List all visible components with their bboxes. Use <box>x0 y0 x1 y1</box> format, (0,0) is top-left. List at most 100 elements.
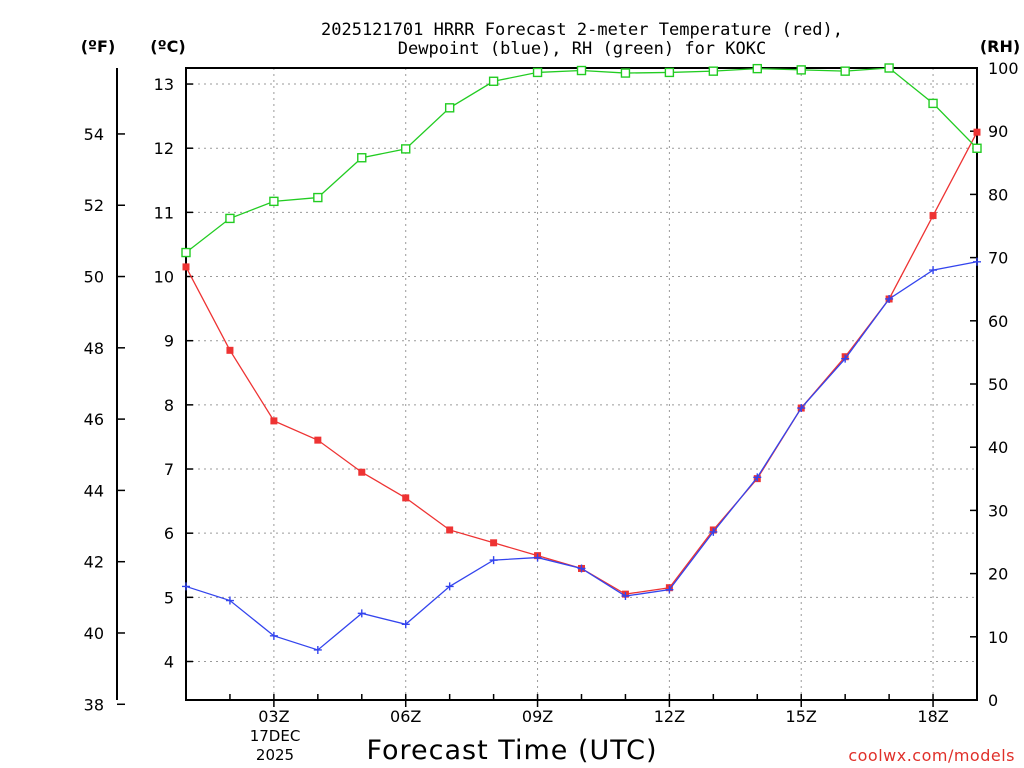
x-tick-label: 12Z <box>654 707 685 726</box>
2-meter-temperature-point <box>314 436 322 444</box>
celsius-tick-label: 7 <box>164 460 174 479</box>
rh-tick-label: 100 <box>988 59 1019 78</box>
2-meter-temperature-point <box>490 539 498 547</box>
relative-humidity-point <box>269 196 279 207</box>
grid-lines <box>186 68 977 700</box>
dewpoint-point <box>841 354 850 363</box>
dewpoint-point <box>753 473 762 482</box>
2-meter-temperature-point <box>270 417 278 425</box>
celsius-tick-label: 12 <box>154 139 174 158</box>
2-meter-temperature-point <box>973 128 981 136</box>
rh-tick-label: 90 <box>988 122 1008 141</box>
dewpoint-point <box>797 404 806 413</box>
celsius-tick-label: 11 <box>154 203 174 222</box>
celsius-tick-label: 9 <box>164 332 174 351</box>
dewpoint-point <box>401 620 410 629</box>
relative-humidity-point <box>532 67 543 78</box>
fahrenheit-tick-label: 44 <box>84 481 104 500</box>
x-axis-title: Forecast Time (UTC) <box>366 735 657 766</box>
dewpoint-point <box>709 527 718 536</box>
relative-humidity-point <box>444 103 455 113</box>
celsius-tick-label: 10 <box>154 268 174 287</box>
relative-humidity-point <box>357 153 367 163</box>
watermark: coolwx.com/models <box>848 746 1015 765</box>
dewpoint-point <box>182 582 190 591</box>
tick-labels: 38 40 42 44 46 48 50 52 54 4 5 6 7 8 9 10 11 12 13 0 10 20 30 4… <box>84 59 1019 726</box>
relative-humidity-point <box>225 213 235 224</box>
rh-tick-label: 50 <box>988 375 1008 394</box>
2-meter-temperature-line <box>185 131 978 595</box>
2-meter-temperature-point <box>226 346 234 354</box>
dewpoint-series <box>182 257 981 654</box>
fahrenheit-tick-label: 40 <box>84 624 104 643</box>
fahrenheit-tick-label: 50 <box>84 268 104 287</box>
relative-humidity-point <box>796 65 806 75</box>
celsius-tick-label: 6 <box>164 524 174 543</box>
celsius-tick-label: 5 <box>164 588 174 607</box>
plot-frame <box>185 67 978 701</box>
2-meter-temperature-point <box>929 212 937 220</box>
relative-humidity-point <box>401 144 411 154</box>
dewpoint-point <box>269 631 278 640</box>
x-tick-label: 03Z <box>258 707 289 726</box>
2-meter-temperature-point <box>358 468 366 476</box>
2-meter-temperature-point <box>446 526 454 534</box>
axes <box>116 67 978 707</box>
2-meter-temperature-point <box>402 494 410 502</box>
relative-humidity-point <box>313 192 323 203</box>
relative-humidity-point <box>752 63 762 74</box>
x-tick-label: 18Z <box>917 707 948 726</box>
chart-title-line1: 2025121701 HRRR Forecast 2-meter Tempera… <box>321 20 843 40</box>
dewpoint-point <box>621 592 630 601</box>
celsius-tick-label: 8 <box>164 396 174 415</box>
dewpoint-point <box>665 585 674 594</box>
rh-tick-label: 60 <box>988 312 1008 331</box>
dewpoint-point <box>577 564 586 573</box>
rh-tick-label: 70 <box>988 249 1008 268</box>
fahrenheit-unit-label: (ºF) <box>81 37 116 56</box>
fahrenheit-tick-label: 38 <box>84 695 104 714</box>
rh-tick-label: 20 <box>988 565 1008 584</box>
celsius-tick-label: 4 <box>164 653 174 672</box>
x-tick-label: 06Z <box>390 707 421 726</box>
2-meter-temperature-point <box>182 263 190 271</box>
relative-humidity-point <box>928 98 938 109</box>
x-tick-label: 15Z <box>786 707 817 726</box>
fahrenheit-tick-label: 46 <box>84 410 104 429</box>
relative-humidity-point <box>840 66 850 76</box>
dewpoint-point <box>533 553 542 562</box>
dewpoint-point <box>445 582 454 591</box>
relative-humidity-point <box>488 76 499 86</box>
relative-humidity-series <box>181 63 982 258</box>
chart-title-line2: Dewpoint (blue), RH (green) for KOKC <box>398 39 766 59</box>
rh-tick-label: 30 <box>988 501 1008 520</box>
relative-humidity-point <box>972 143 982 153</box>
fahrenheit-tick-label: 48 <box>84 339 104 358</box>
fahrenheit-tick-label: 42 <box>84 553 104 572</box>
date-label-year: 2025 <box>256 746 294 764</box>
fahrenheit-tick-label: 52 <box>84 196 104 215</box>
dewpoint-point <box>885 294 894 303</box>
dewpoint-point <box>357 609 366 618</box>
dewpoint-point <box>489 556 498 565</box>
relative-humidity-point <box>884 63 894 73</box>
rh-tick-label: 40 <box>988 438 1008 457</box>
celsius-tick-label: 13 <box>154 75 174 94</box>
rh-tick-label: 80 <box>988 185 1008 204</box>
relative-humidity-point <box>708 66 719 76</box>
dewpoint-point <box>313 645 322 654</box>
data-series <box>181 63 982 654</box>
relative-humidity-point <box>181 247 191 258</box>
relative-humidity-point <box>664 67 675 78</box>
rh-tick-label: 10 <box>988 628 1008 647</box>
rh-tick-label: 0 <box>988 691 998 710</box>
x-tick-label: 09Z <box>522 707 553 726</box>
celsius-unit-label: (ºC) <box>150 37 185 56</box>
dewpoint-line <box>185 261 978 651</box>
dewpoint-point <box>225 596 234 605</box>
dewpoint-point <box>929 266 938 275</box>
rh-unit-label: (RH) <box>980 37 1020 56</box>
relative-humidity-line <box>185 67 978 254</box>
date-label-day: 17DEC <box>250 727 301 745</box>
